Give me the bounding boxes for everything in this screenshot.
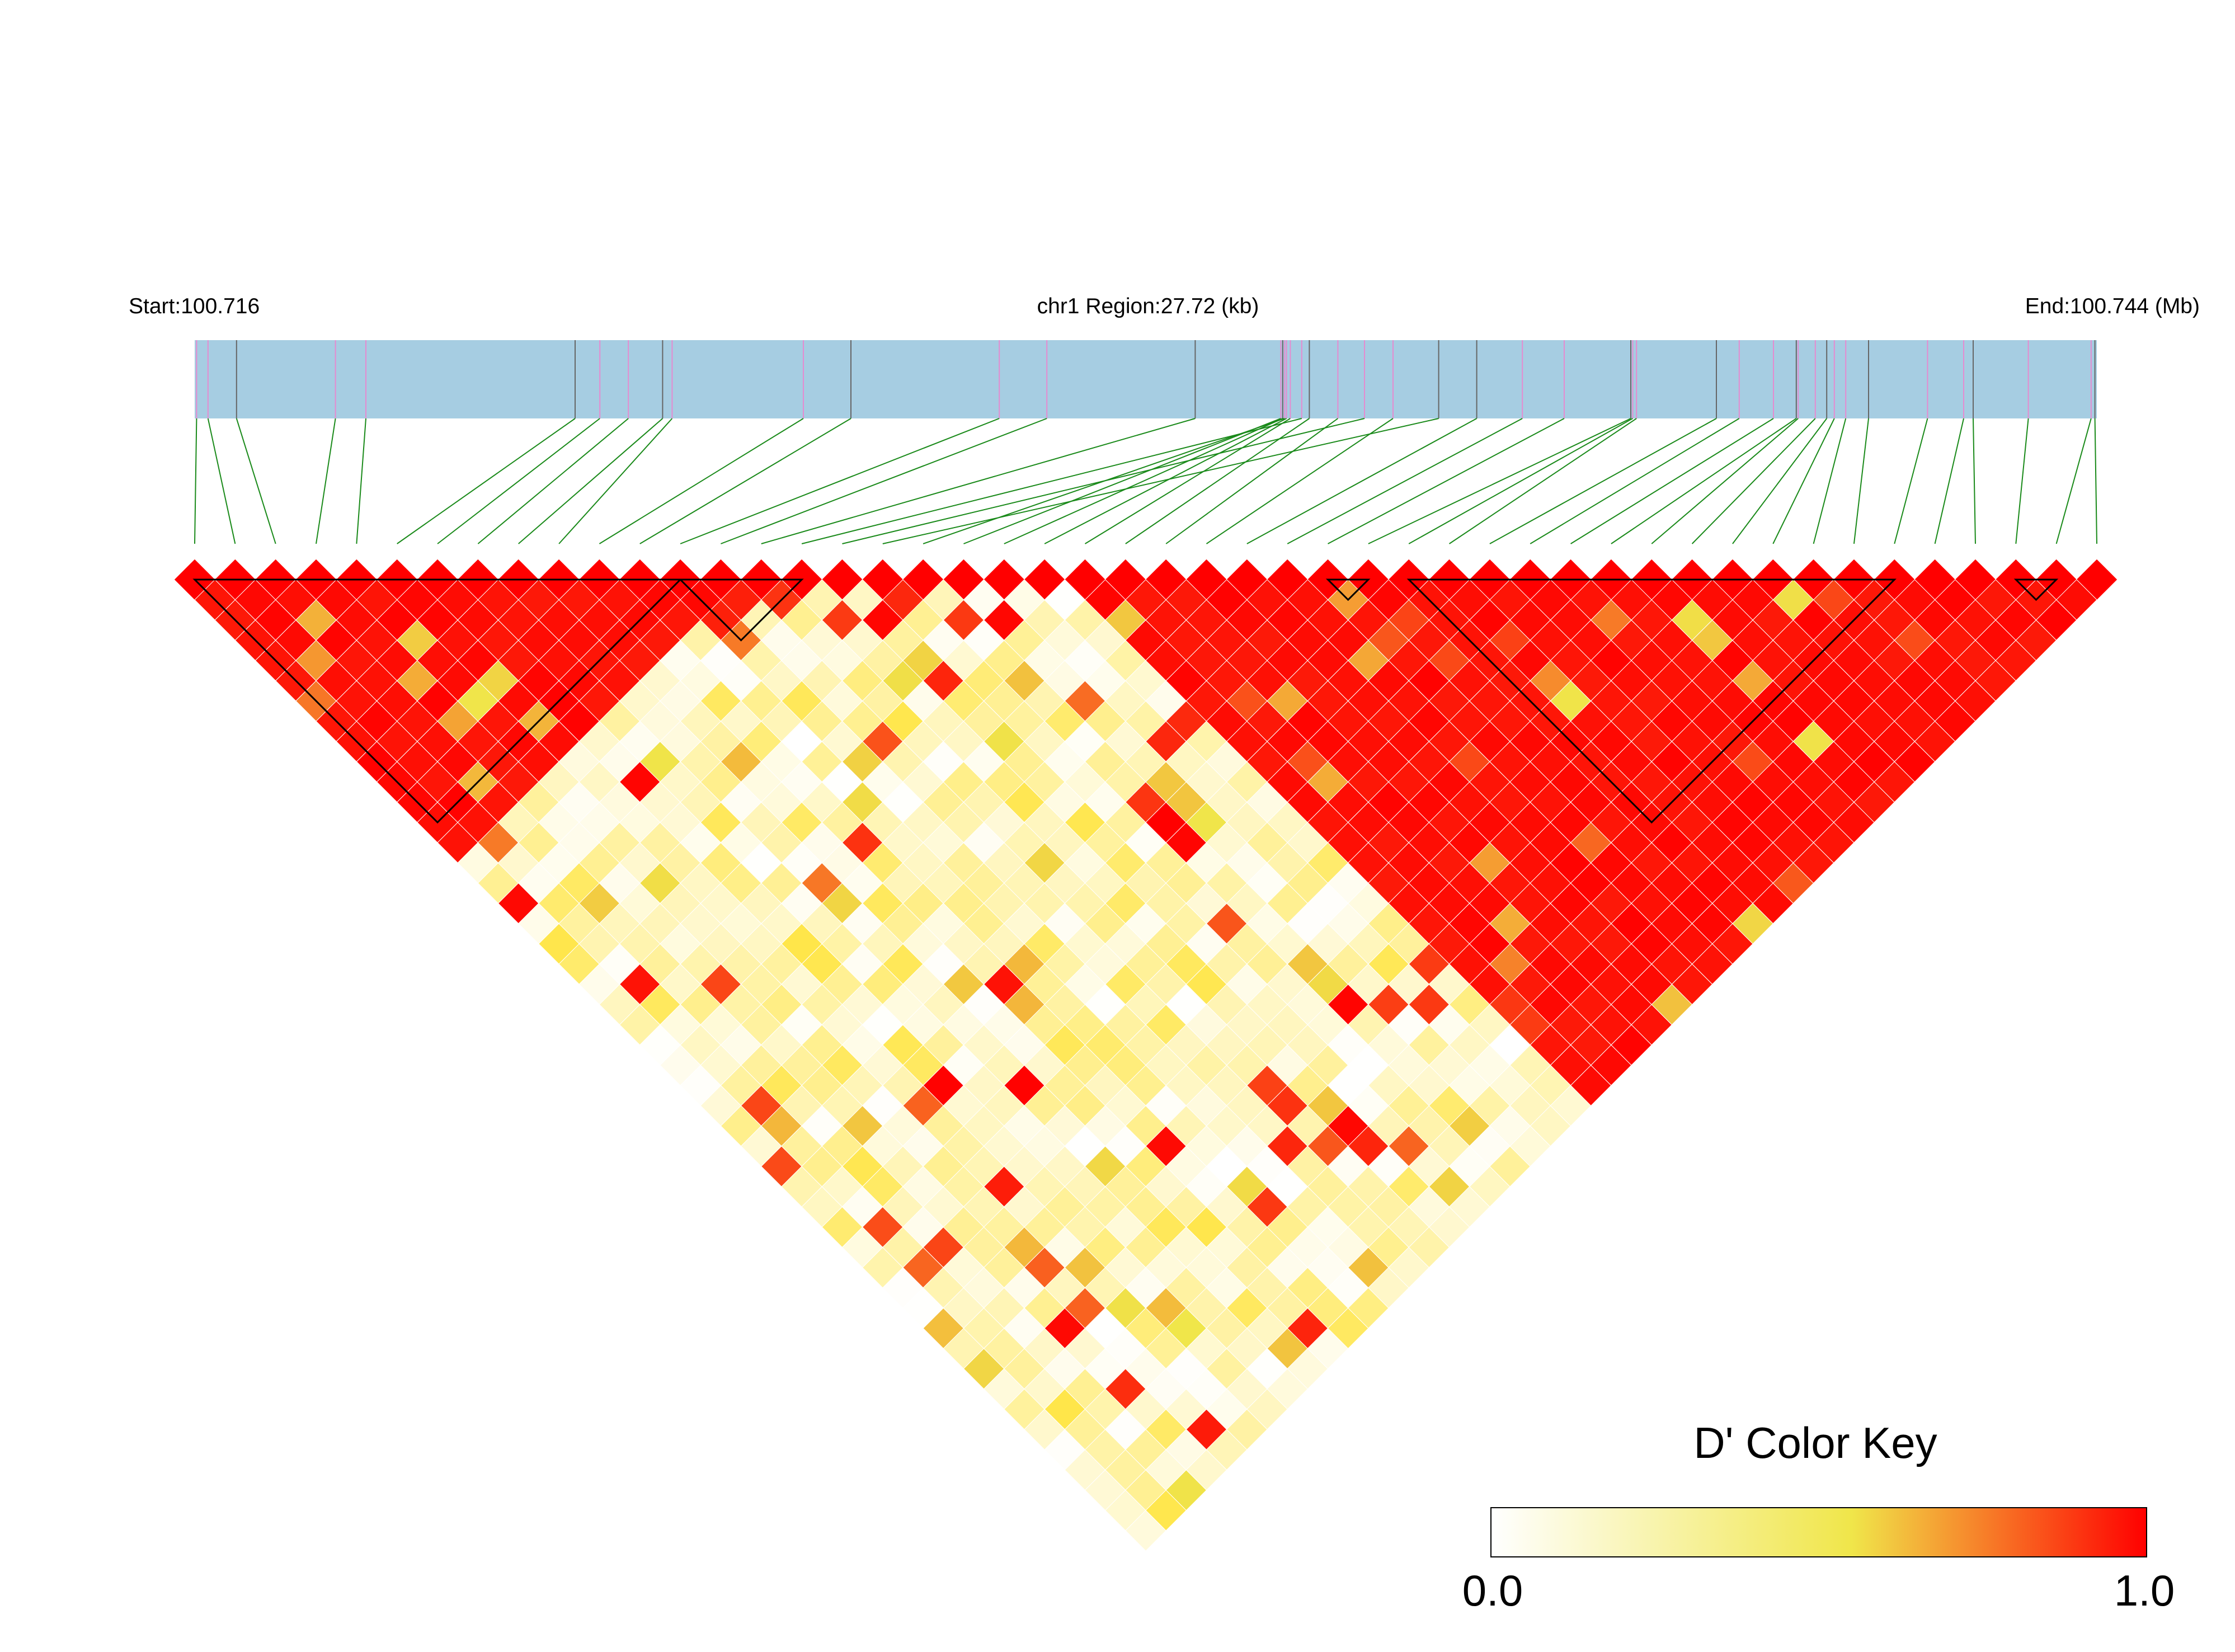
snp-connector-47 (2055, 418, 2092, 544)
region-title-label: chr1 Region:27.72 (kb) (1037, 294, 1259, 318)
snp-diamond-25 (1146, 559, 1187, 600)
snp-connector-lines (194, 418, 2097, 544)
ld-block-3 (1325, 578, 1371, 601)
snp-connector-8 (477, 418, 629, 544)
snp-connector-31 (1408, 418, 1633, 544)
color-key-max-label: 1.0 (2114, 1566, 2175, 1615)
snp-connector-10 (558, 418, 673, 544)
ld-block-4 (1406, 578, 1897, 824)
region-end-label: End:100.744 (Mb) (2025, 294, 2200, 318)
snp-connector-28 (1287, 418, 1523, 544)
snp-connector-23 (1084, 418, 1291, 544)
snp-connector-43 (1894, 418, 1928, 544)
snp-connector-9 (518, 418, 664, 544)
ld-block-5 (2013, 578, 2059, 601)
snp-connector-3 (236, 418, 276, 544)
snp-connector-27 (1246, 418, 1478, 544)
snp-connector-46 (2015, 418, 2029, 544)
region-start-label: Start:100.716 (129, 294, 260, 318)
ld-block-1 (192, 578, 683, 824)
snp-connector-32 (1448, 418, 1637, 544)
snp-connector-38 (1691, 418, 1816, 544)
color-key-title: D' Color Key (1693, 1418, 1937, 1467)
snp-connector-30 (1368, 418, 1631, 544)
chromosome-track (195, 340, 2097, 418)
snp-diamond-45 (1955, 559, 1996, 600)
snp-connector-11 (599, 418, 804, 544)
snp-connector-4 (316, 418, 336, 544)
snp-connector-48 (2094, 418, 2097, 544)
snp-connector-5 (356, 418, 366, 544)
snp-connector-45 (1973, 418, 1976, 544)
snp-connector-15 (761, 418, 1196, 544)
snp-connector-41 (1813, 418, 1847, 544)
snp-connector-20 (963, 418, 1281, 544)
ld-block-outlines (192, 578, 2059, 824)
snp-connector-42 (1853, 418, 1869, 544)
snp-connector-34 (1530, 418, 1740, 544)
snp-connector-26 (1206, 418, 1394, 544)
snp-connector-19 (923, 418, 1285, 544)
color-key-bar (1490, 1507, 2147, 1557)
snp-connector-25 (1165, 418, 1338, 544)
snp-connector-2 (207, 418, 236, 544)
snp-connector-40 (1772, 418, 1835, 544)
snp-connector-7 (437, 418, 600, 544)
snp-connector-14 (721, 418, 1047, 544)
snp-connector-18 (882, 418, 1439, 544)
color-key-min-label: 0.0 (1462, 1566, 1523, 1615)
snp-connector-16 (801, 418, 1302, 544)
snp-connector-22 (1044, 418, 1287, 544)
snp-connector-35 (1570, 418, 1774, 544)
snp-connector-13 (680, 418, 1000, 544)
snp-connector-44 (1934, 418, 1964, 544)
ld-cell-47-48 (2055, 579, 2097, 621)
snp-connector-33 (1489, 418, 1717, 544)
snp-connector-1 (194, 418, 197, 544)
snp-connector-12 (639, 418, 851, 544)
snp-connector-21 (1004, 418, 1283, 544)
snp-connector-29 (1328, 418, 1565, 544)
snp-connector-24 (1125, 418, 1310, 544)
snp-connector-6 (397, 418, 576, 544)
snp-position-markers (196, 340, 2096, 418)
snp-connector-37 (1651, 418, 1799, 544)
snp-connector-36 (1611, 418, 1797, 544)
snp-connector-39 (1732, 418, 1827, 544)
ld-block-2 (678, 578, 804, 642)
